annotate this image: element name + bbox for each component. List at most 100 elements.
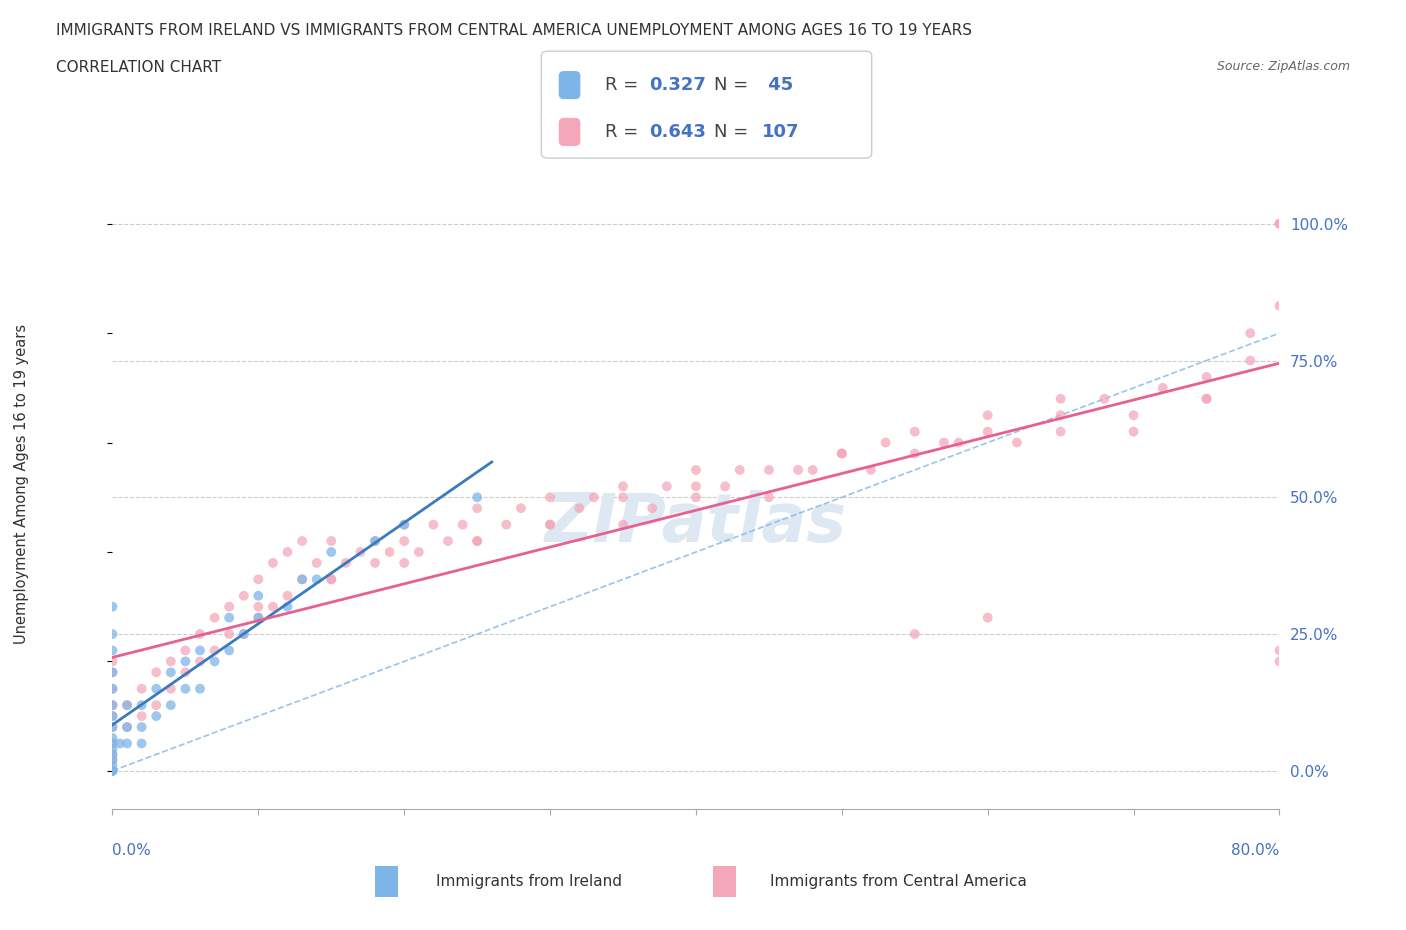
Point	[1049, 407, 1071, 422]
Point	[115, 736, 138, 751]
Point	[1195, 392, 1218, 406]
Point	[276, 545, 298, 560]
Text: 107: 107	[762, 123, 800, 141]
Point	[101, 758, 124, 773]
Point	[465, 490, 488, 505]
Point	[321, 534, 343, 549]
Point	[904, 424, 927, 439]
Point	[101, 752, 124, 767]
Point	[188, 627, 211, 642]
Point	[392, 555, 416, 570]
Point	[204, 643, 226, 658]
Point	[232, 589, 254, 604]
Point	[1122, 424, 1144, 439]
Point	[101, 682, 124, 697]
Point	[904, 627, 927, 642]
Point	[174, 665, 197, 680]
Point	[568, 500, 591, 515]
Point	[831, 446, 853, 461]
Point	[1122, 407, 1144, 422]
Point	[349, 545, 371, 560]
Point	[115, 698, 138, 712]
Point	[115, 720, 138, 735]
Point	[101, 736, 124, 751]
Point	[101, 665, 124, 680]
Point	[612, 490, 634, 505]
Point	[582, 490, 605, 505]
Point	[1092, 392, 1115, 406]
Text: IMMIGRANTS FROM IRELAND VS IMMIGRANTS FROM CENTRAL AMERICA UNEMPLOYMENT AMONG AG: IMMIGRANTS FROM IRELAND VS IMMIGRANTS FR…	[56, 23, 972, 38]
Point	[976, 610, 998, 625]
Point	[1195, 369, 1218, 384]
Point	[976, 424, 998, 439]
Point	[437, 534, 460, 549]
Point	[392, 517, 416, 532]
Text: N =: N =	[714, 76, 754, 94]
Point	[1049, 392, 1071, 406]
Point	[321, 545, 343, 560]
Point	[247, 610, 270, 625]
Point	[188, 682, 211, 697]
Point	[101, 752, 124, 767]
Point	[276, 589, 298, 604]
Point	[101, 720, 124, 735]
Point	[101, 698, 124, 712]
Point	[538, 517, 561, 532]
Text: Immigrants from Central America: Immigrants from Central America	[770, 874, 1028, 889]
Point	[305, 572, 328, 587]
Point	[160, 682, 183, 697]
Point	[204, 610, 226, 625]
Point	[451, 517, 474, 532]
Point	[108, 736, 131, 751]
Point	[101, 764, 124, 778]
Point	[495, 517, 517, 532]
Point	[1005, 435, 1028, 450]
Point	[131, 720, 153, 735]
Point	[232, 627, 254, 642]
Point	[247, 589, 270, 604]
Point	[247, 599, 270, 614]
Text: CORRELATION CHART: CORRELATION CHART	[56, 60, 221, 75]
Point	[276, 599, 298, 614]
Point	[378, 545, 401, 560]
Point	[291, 534, 314, 549]
Point	[101, 627, 124, 642]
Point	[131, 736, 153, 751]
Point	[641, 500, 664, 515]
Point	[160, 665, 183, 680]
Point	[291, 572, 314, 587]
Point	[1268, 643, 1291, 658]
Point	[465, 534, 488, 549]
Point	[364, 534, 387, 549]
Text: 45: 45	[762, 76, 793, 94]
Text: Source: ZipAtlas.com: Source: ZipAtlas.com	[1216, 60, 1350, 73]
Point	[728, 462, 751, 477]
Point	[685, 462, 707, 477]
Point	[801, 462, 824, 477]
Point	[685, 479, 707, 494]
Point	[101, 709, 124, 724]
Point	[101, 643, 124, 658]
Point	[101, 709, 124, 724]
Point	[758, 462, 780, 477]
Point	[218, 610, 240, 625]
Text: 0.327: 0.327	[650, 76, 706, 94]
Point	[538, 517, 561, 532]
Point	[131, 709, 153, 724]
Point	[101, 747, 124, 762]
Point	[321, 572, 343, 587]
Point	[160, 654, 183, 669]
Text: R =: R =	[605, 123, 644, 141]
Point	[131, 682, 153, 697]
Point	[875, 435, 897, 450]
Point	[262, 555, 284, 570]
Point	[101, 665, 124, 680]
Point	[101, 682, 124, 697]
Point	[1152, 380, 1174, 395]
Point	[612, 479, 634, 494]
Point	[101, 736, 124, 751]
Point	[364, 555, 387, 570]
Point	[101, 741, 124, 756]
Point	[101, 720, 124, 735]
Point	[465, 500, 488, 515]
